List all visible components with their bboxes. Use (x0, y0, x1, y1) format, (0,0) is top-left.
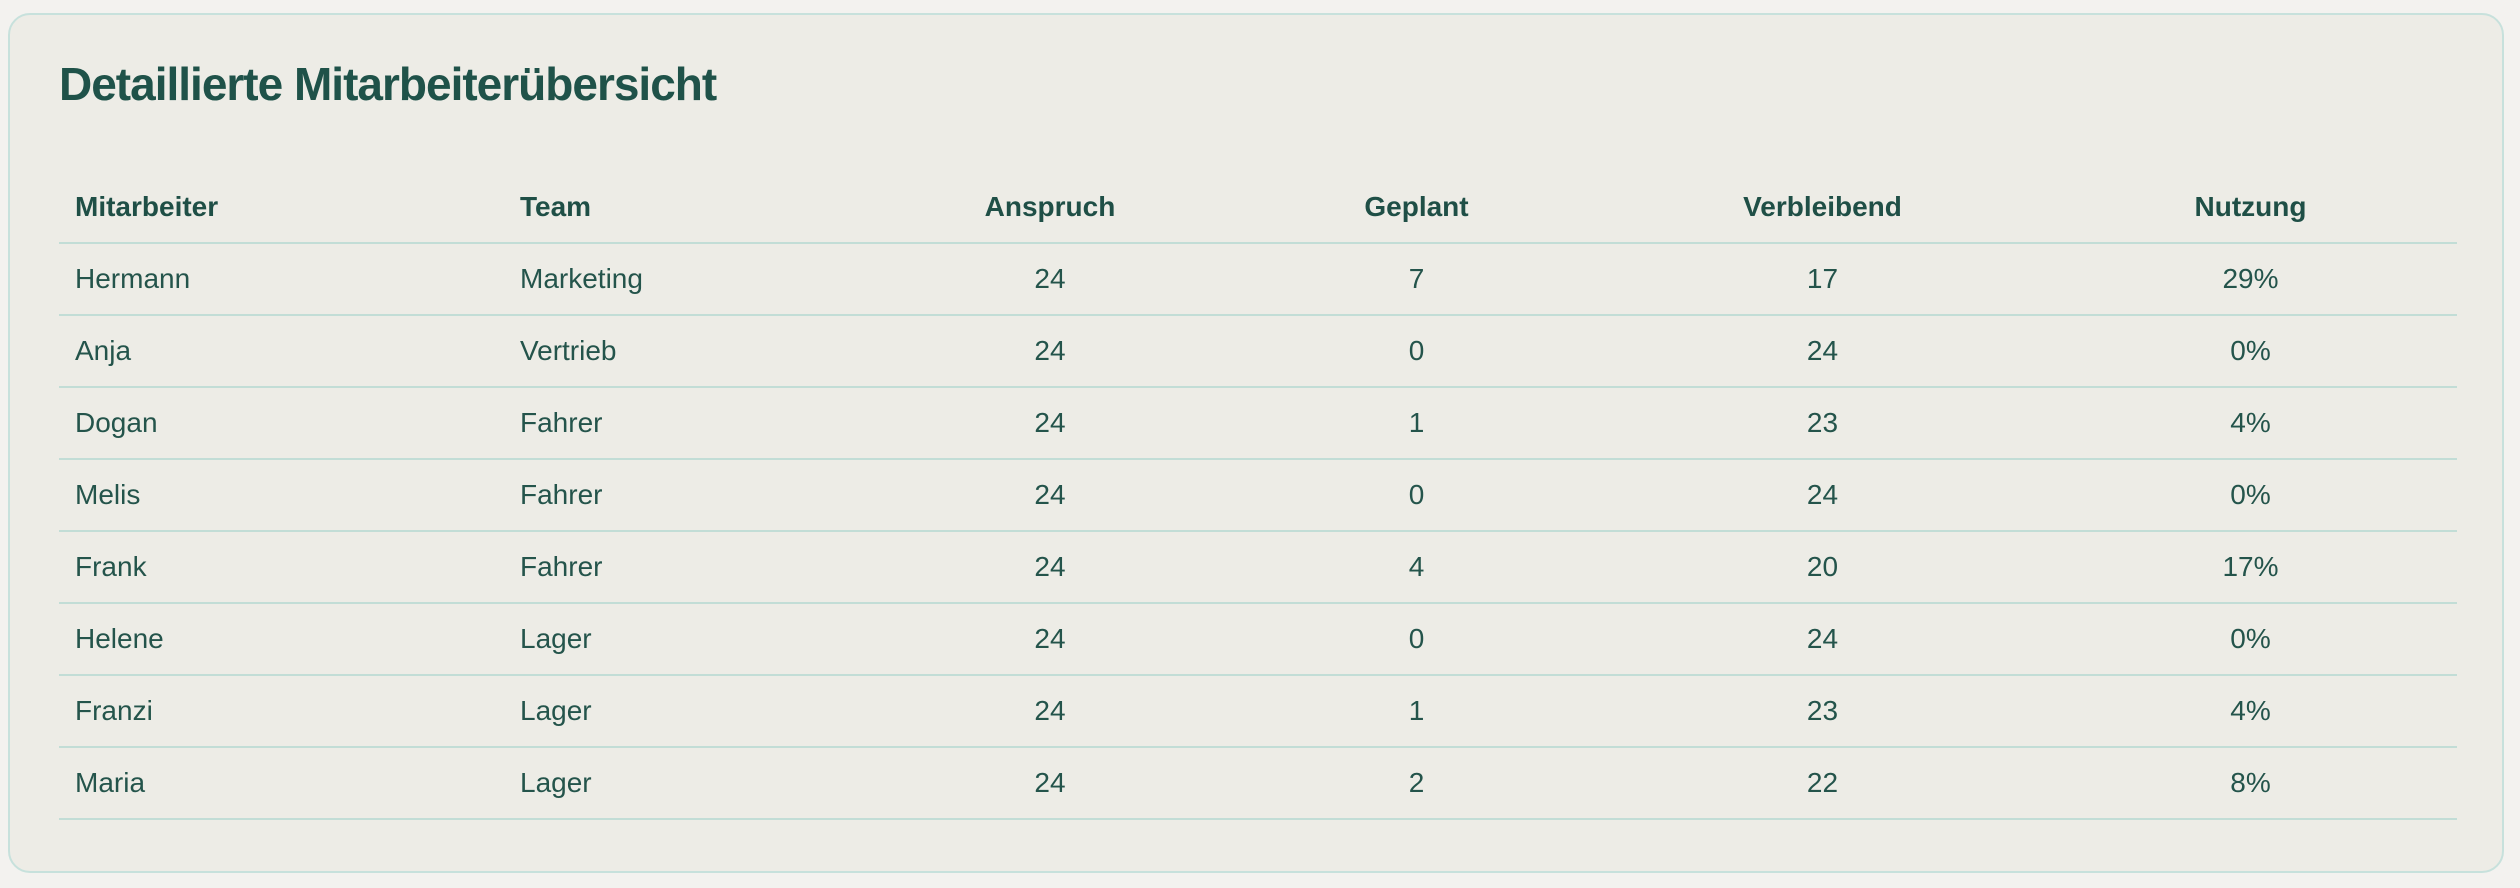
cell-remaining: 24 (1601, 459, 2044, 532)
column-header-remaining: Verbleibend (1601, 171, 2044, 244)
cell-remaining: 24 (1601, 603, 2044, 676)
cell-entitlement: 24 (868, 243, 1232, 316)
table-row: Anja Vertrieb 24 0 24 0% (59, 315, 2457, 388)
cell-entitlement: 24 (868, 459, 1232, 532)
cell-usage: 17% (2044, 531, 2457, 604)
column-header-team: Team (504, 171, 868, 244)
table-row: Frank Fahrer 24 4 20 17% (59, 531, 2457, 604)
cell-planned: 0 (1232, 459, 1601, 532)
cell-team: Lager (504, 675, 868, 748)
cell-employee: Anja (59, 315, 504, 388)
cell-entitlement: 24 (868, 315, 1232, 388)
employee-table: Mitarbeiter Team Anspruch Geplant Verble… (59, 171, 2457, 820)
cell-planned: 2 (1232, 747, 1601, 820)
cell-remaining: 23 (1601, 387, 2044, 460)
cell-employee: Dogan (59, 387, 504, 460)
cell-remaining: 22 (1601, 747, 2044, 820)
cell-team: Lager (504, 747, 868, 820)
table-row: Helene Lager 24 0 24 0% (59, 603, 2457, 676)
table-row: Franzi Lager 24 1 23 4% (59, 675, 2457, 748)
table-row: Dogan Fahrer 24 1 23 4% (59, 387, 2457, 460)
cell-usage: 0% (2044, 315, 2457, 388)
cell-employee: Franzi (59, 675, 504, 748)
cell-entitlement: 24 (868, 675, 1232, 748)
cell-remaining: 17 (1601, 243, 2044, 316)
cell-employee: Helene (59, 603, 504, 676)
cell-employee: Frank (59, 531, 504, 604)
cell-planned: 1 (1232, 387, 1601, 460)
cell-entitlement: 24 (868, 747, 1232, 820)
cell-usage: 8% (2044, 747, 2457, 820)
column-header-planned: Geplant (1232, 171, 1601, 244)
cell-team: Fahrer (504, 387, 868, 460)
cell-planned: 4 (1232, 531, 1601, 604)
cell-team: Fahrer (504, 531, 868, 604)
cell-remaining: 24 (1601, 315, 2044, 388)
column-header-usage: Nutzung (2044, 171, 2457, 244)
cell-planned: 7 (1232, 243, 1601, 316)
cell-usage: 0% (2044, 459, 2457, 532)
column-header-entitlement: Anspruch (868, 171, 1232, 244)
cell-team: Fahrer (504, 459, 868, 532)
card-title: Detaillierte Mitarbeiterübersicht (59, 58, 717, 110)
cell-usage: 4% (2044, 387, 2457, 460)
column-header-employee: Mitarbeiter (59, 171, 504, 244)
cell-planned: 1 (1232, 675, 1601, 748)
table-row: Melis Fahrer 24 0 24 0% (59, 459, 2457, 532)
cell-team: Lager (504, 603, 868, 676)
cell-entitlement: 24 (868, 387, 1232, 460)
employee-overview-card: Detaillierte Mitarbeiterübersicht Mitarb… (8, 13, 2504, 873)
table-row: Hermann Marketing 24 7 17 29% (59, 243, 2457, 316)
cell-planned: 0 (1232, 315, 1601, 388)
cell-employee: Hermann (59, 243, 504, 316)
cell-usage: 0% (2044, 603, 2457, 676)
cell-employee: Maria (59, 747, 504, 820)
cell-employee: Melis (59, 459, 504, 532)
cell-usage: 29% (2044, 243, 2457, 316)
cell-remaining: 23 (1601, 675, 2044, 748)
cell-remaining: 20 (1601, 531, 2044, 604)
table-header-row: Mitarbeiter Team Anspruch Geplant Verble… (59, 171, 2457, 244)
cell-entitlement: 24 (868, 603, 1232, 676)
table-row: Maria Lager 24 2 22 8% (59, 747, 2457, 820)
cell-team: Marketing (504, 243, 868, 316)
cell-team: Vertrieb (504, 315, 868, 388)
cell-planned: 0 (1232, 603, 1601, 676)
cell-entitlement: 24 (868, 531, 1232, 604)
cell-usage: 4% (2044, 675, 2457, 748)
